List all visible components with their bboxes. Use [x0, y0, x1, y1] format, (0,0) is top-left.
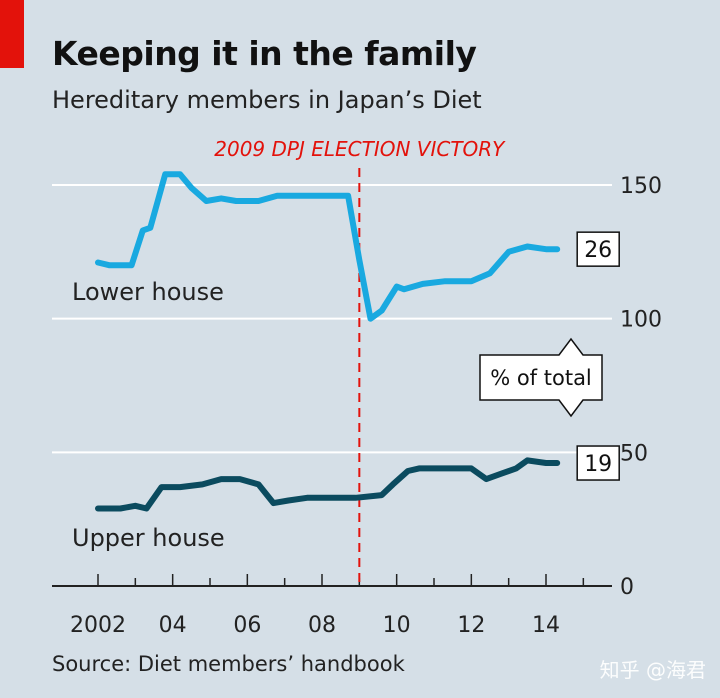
election-annotation: 2009 DPJ ELECTION VICTORY: [214, 137, 506, 586]
y-tick-label-50: 50: [620, 441, 648, 466]
end-value-label-lower-house: 26: [584, 238, 612, 263]
x-tick-label-2008: 08: [308, 613, 336, 638]
y-tick-label-100: 100: [620, 308, 662, 333]
x-axis: [52, 574, 612, 587]
y-tick-label-0: 0: [620, 575, 634, 600]
gridlines: [52, 184, 612, 454]
x-tick-label-2004: 04: [159, 613, 187, 638]
unit-label: % of total: [490, 366, 592, 390]
end-value-box-lower-house: [576, 231, 620, 267]
x-tick-label-2012: 12: [457, 613, 485, 638]
brand-red-tab: [0, 0, 24, 68]
election-label: 2009 DPJ ELECTION VICTORY: [214, 137, 506, 161]
x-tick-label-2002: 2002: [70, 613, 126, 638]
x-tick-label-2014: 14: [532, 613, 560, 638]
chart-subtitle: Hereditary members in Japan’s Diet: [52, 86, 482, 114]
chart-labels: 0 50 100 150 2002 04 06 08 10 12 14 26 Lower house 19…: [70, 174, 662, 638]
x-tick-label-2010: 10: [383, 613, 411, 638]
source-note: Source: Diet members’ handbook: [52, 652, 405, 676]
series-lines: [95, 171, 561, 512]
unit-callout-box: [479, 337, 603, 418]
series-label-lower-house: Lower house: [72, 278, 224, 306]
watermark: 知乎 @海君: [599, 658, 706, 682]
series-line-lower-house: [95, 171, 561, 322]
end-value-label-upper-house: 19: [584, 452, 612, 477]
series-label-upper-house: Upper house: [72, 524, 225, 552]
end-value-box-upper-house: [576, 445, 620, 481]
series-line-upper-house: [95, 457, 561, 512]
chart-title: Keeping it in the family: [52, 34, 477, 73]
x-tick-label-2006: 06: [233, 613, 261, 638]
y-tick-label-150: 150: [620, 174, 662, 199]
